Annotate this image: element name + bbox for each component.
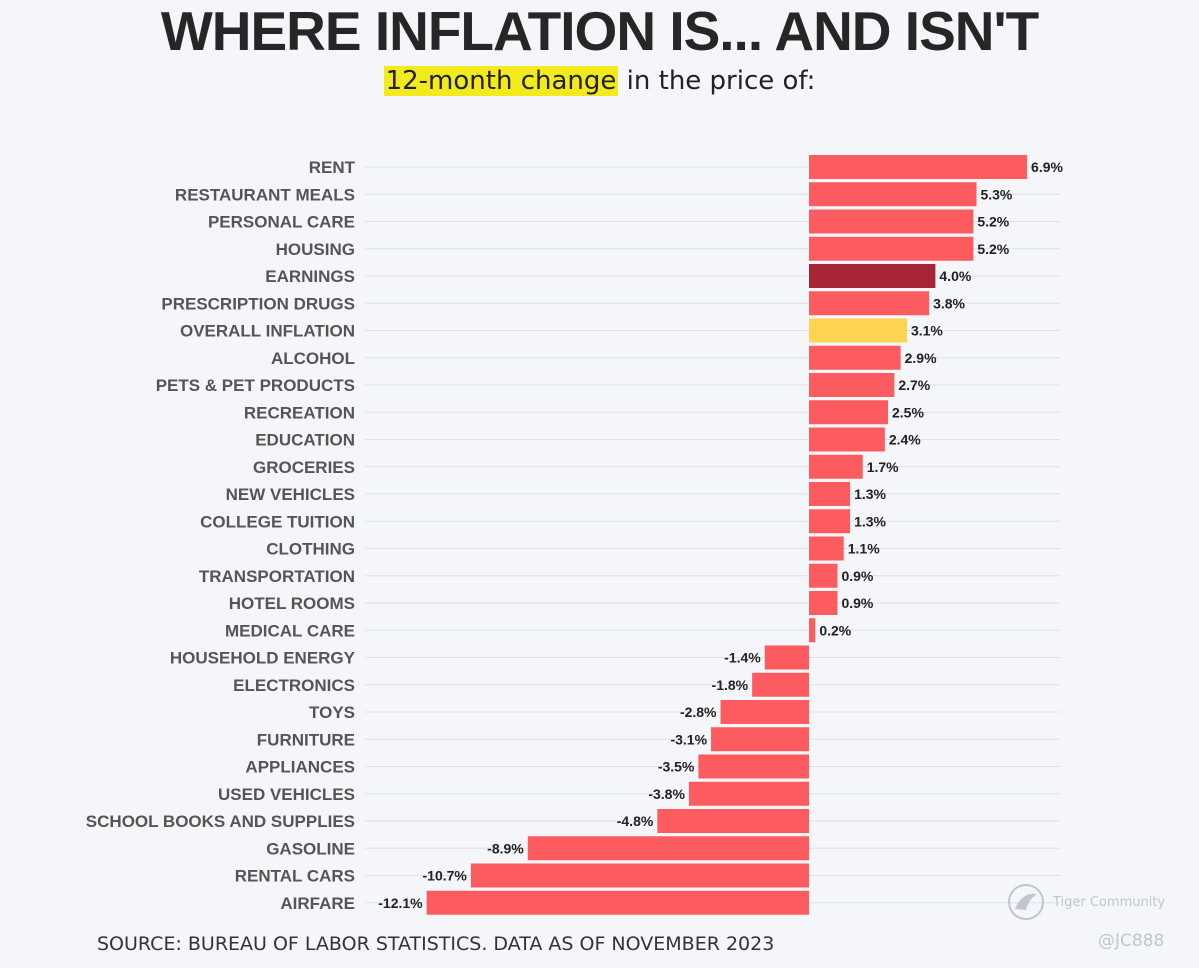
value-label: -3.1% (670, 731, 707, 747)
value-label: 1.1% (848, 541, 880, 557)
value-label: -12.1% (378, 895, 423, 911)
category-label: USED VEHICLES (218, 785, 355, 804)
value-label: 1.3% (854, 486, 886, 502)
value-label: 1.7% (867, 459, 899, 475)
chart-title: WHERE INFLATION IS... AND ISN'T (160, 0, 1039, 62)
value-label: 0.2% (819, 622, 851, 638)
value-label: 6.9% (1031, 159, 1063, 175)
value-label: -2.8% (680, 704, 717, 720)
value-label: -3.5% (658, 759, 695, 775)
bar (527, 836, 809, 861)
category-label: SCHOOL BOOKS AND SUPPLIES (86, 812, 355, 831)
category-label: OVERALL INFLATION (180, 322, 355, 341)
value-label: 0.9% (841, 568, 873, 584)
category-label: HOUSEHOLD ENERGY (170, 649, 356, 668)
bar (809, 318, 907, 343)
category-label: EDUCATION (255, 431, 355, 450)
bar (698, 754, 809, 779)
bar (470, 863, 809, 888)
source-note: SOURCE: BUREAU OF LABOR STATISTICS. DATA… (97, 933, 775, 955)
category-label: RESTAURANT MEALS (175, 185, 355, 204)
bar (809, 591, 838, 615)
value-label: -4.8% (617, 813, 654, 829)
category-label: APPLIANCES (245, 758, 355, 777)
value-label: 3.1% (911, 323, 943, 339)
subtitle-highlight: 12-month change (383, 66, 619, 96)
category-label: MEDICAL CARE (225, 621, 355, 640)
category-label: AIRFARE (280, 894, 355, 913)
category-label: RENTAL CARS (235, 867, 355, 886)
bar (809, 454, 863, 479)
value-label: 2.4% (889, 432, 921, 448)
category-label: TRANSPORTATION (199, 567, 355, 586)
watermark-user: @JC888 (1098, 931, 1165, 951)
category-label: GROCERIES (253, 458, 355, 477)
category-label: COLLEGE TUITION (200, 512, 355, 531)
category-label: PETS & PET PRODUCTS (156, 376, 355, 395)
value-label: 2.7% (898, 377, 930, 393)
value-label: -1.8% (712, 677, 749, 693)
value-label: 3.8% (933, 295, 965, 311)
value-label: -8.9% (487, 840, 524, 856)
bar (720, 700, 809, 724)
bar (688, 781, 809, 806)
bar (809, 182, 977, 207)
category-label: FURNITURE (257, 730, 355, 749)
tiger-logo-icon (1008, 884, 1044, 920)
category-label: ELECTRONICS (233, 676, 355, 695)
bar (809, 618, 816, 643)
category-label: TOYS (309, 703, 355, 722)
value-label: 4.0% (939, 268, 971, 284)
value-label: -10.7% (423, 868, 468, 884)
category-label: PERSONAL CARE (208, 213, 355, 232)
chart-subtitle: 12-month change in the price of: (0, 66, 1199, 96)
subtitle-rest: in the price of: (618, 66, 816, 96)
bar (711, 727, 809, 752)
bar (752, 672, 809, 697)
category-label: HOTEL ROOMS (229, 594, 355, 613)
bar (809, 291, 930, 316)
value-label: 0.9% (841, 595, 873, 611)
value-label: 2.9% (905, 350, 937, 366)
bar (657, 809, 809, 833)
bar (809, 345, 901, 370)
category-label: HOUSING (276, 240, 355, 259)
value-label: 2.5% (892, 404, 924, 420)
bar (809, 209, 974, 234)
bar (809, 155, 1028, 179)
bar (426, 890, 809, 915)
bar (809, 482, 851, 506)
bar (809, 264, 936, 288)
bar (764, 645, 809, 670)
category-label: ALCOHOL (271, 349, 355, 368)
category-label: RENT (309, 158, 356, 177)
category-label: GASOLINE (266, 839, 355, 858)
bar (809, 427, 885, 452)
value-label: -3.8% (648, 786, 685, 802)
category-label: RECREATION (244, 403, 355, 422)
bar (809, 373, 895, 397)
category-label: CLOTHING (266, 540, 355, 559)
value-label: 5.2% (977, 214, 1009, 230)
category-label: EARNINGS (265, 267, 355, 286)
watermark: Tiger Community @JC888 (1006, 880, 1196, 960)
bar (809, 509, 851, 534)
category-label: NEW VEHICLES (226, 485, 355, 504)
value-label: 5.3% (980, 186, 1012, 202)
value-label: 1.3% (854, 513, 886, 529)
bar (809, 236, 974, 261)
value-label: 5.2% (977, 241, 1009, 257)
watermark-name: Tiger Community (1053, 895, 1166, 910)
bar (809, 536, 844, 561)
bar (809, 563, 838, 588)
category-label: PRESCRIPTION DRUGS (161, 294, 355, 313)
value-label: -1.4% (724, 650, 761, 666)
bar (809, 400, 888, 425)
